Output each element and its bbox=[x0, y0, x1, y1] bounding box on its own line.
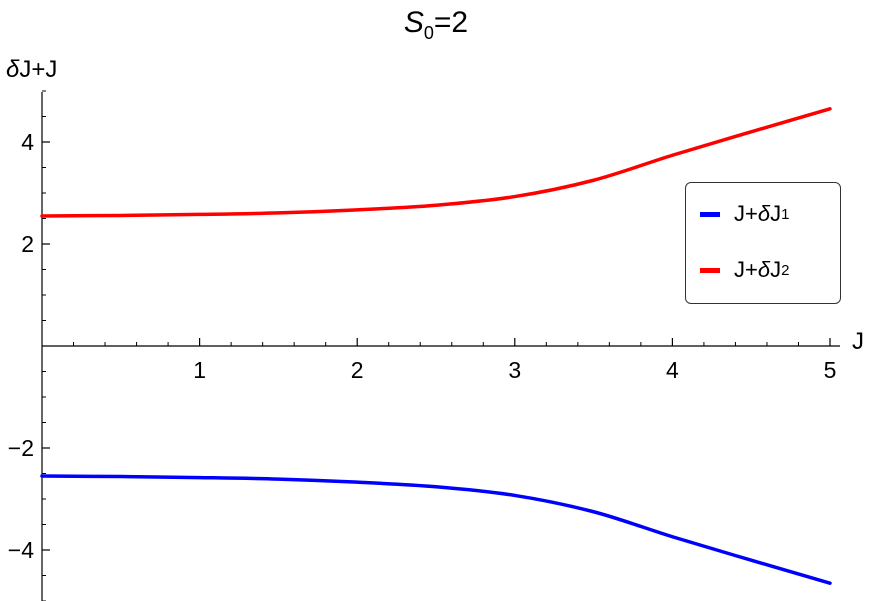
legend-label-2-sub: 2 bbox=[781, 261, 790, 279]
x-tick-label: 2 bbox=[351, 357, 364, 383]
x-tick-label: 5 bbox=[824, 357, 837, 383]
legend-label-2-prefix: J+ bbox=[734, 257, 758, 282]
legend-swatch-2 bbox=[700, 267, 720, 273]
legend-item-2: J+ δ J 2 bbox=[700, 257, 789, 283]
title-main: S bbox=[403, 6, 424, 39]
ticks: 1 2 3 4 5 −4 −2 2 4 bbox=[8, 90, 837, 601]
y-tick-label: −2 bbox=[8, 435, 34, 461]
series-line-2 bbox=[40, 107, 832, 218]
series-line-1 bbox=[40, 474, 832, 585]
legend: J+ δ J 1 J+ δ J 2 bbox=[685, 182, 841, 304]
y-axis-label: δJ+J bbox=[6, 56, 57, 84]
legend-label-1-mid: J bbox=[770, 201, 782, 226]
title-rest: =2 bbox=[433, 6, 469, 39]
legend-swatch-1 bbox=[700, 211, 720, 217]
x-tick-label: 1 bbox=[193, 357, 206, 383]
legend-label-1-prefix: J+ bbox=[734, 201, 758, 226]
title-subscript: 0 bbox=[423, 23, 434, 43]
legend-label-2-delta: δ bbox=[757, 257, 771, 282]
y-tick-label: −4 bbox=[8, 537, 34, 563]
x-tick-label: 4 bbox=[666, 357, 679, 383]
x-axis-label: J bbox=[852, 328, 864, 355]
y-tick-label: 2 bbox=[21, 231, 34, 257]
y-tick-label: 4 bbox=[21, 129, 34, 155]
legend-label-2-mid: J bbox=[770, 257, 782, 282]
chart-title: S0=2 bbox=[0, 6, 872, 44]
x-tick-label: 3 bbox=[508, 357, 521, 383]
legend-label-1-delta: δ bbox=[757, 201, 771, 226]
y-axis-label-delta: δ bbox=[6, 56, 20, 83]
axes bbox=[41, 92, 840, 601]
y-axis-label-rest: J+J bbox=[19, 56, 58, 83]
series-lines bbox=[40, 107, 832, 585]
legend-label-1-sub: 1 bbox=[781, 205, 790, 223]
legend-item-1: J+ δ J 1 bbox=[700, 201, 789, 227]
